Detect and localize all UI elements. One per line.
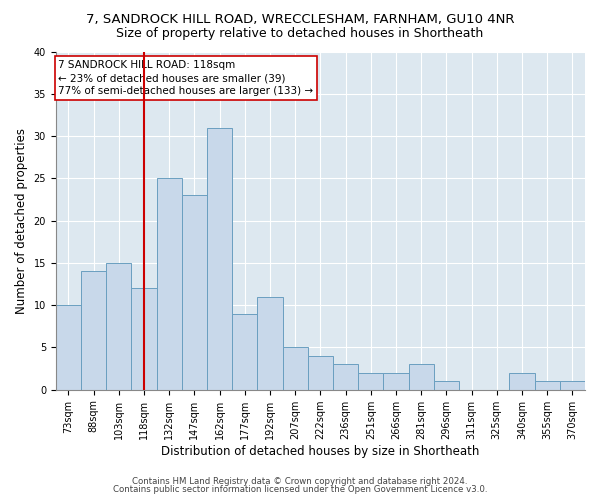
Bar (131, 288, 157, 390)
Bar (333, 364, 358, 390)
Text: 7, SANDROCK HILL ROAD, WRECCLESHAM, FARNHAM, GU10 4NR: 7, SANDROCK HILL ROAD, WRECCLESHAM, FARN… (86, 12, 514, 26)
Bar (383, 373, 409, 390)
Y-axis label: Number of detached properties: Number of detached properties (15, 128, 28, 314)
Bar (81, 272, 106, 390)
Bar (509, 373, 535, 390)
Bar (257, 296, 283, 390)
Bar (182, 195, 207, 390)
Bar (56, 305, 81, 390)
Bar (207, 128, 232, 390)
Bar (535, 382, 560, 390)
Bar (232, 314, 257, 390)
X-axis label: Distribution of detached houses by size in Shortheath: Distribution of detached houses by size … (161, 444, 479, 458)
Bar (434, 382, 459, 390)
Text: Size of property relative to detached houses in Shortheath: Size of property relative to detached ho… (116, 28, 484, 40)
Bar (560, 382, 585, 390)
Bar (283, 348, 308, 390)
Text: 7 SANDROCK HILL ROAD: 118sqm
← 23% of detached houses are smaller (39)
77% of se: 7 SANDROCK HILL ROAD: 118sqm ← 23% of de… (58, 60, 313, 96)
Text: Contains HM Land Registry data © Crown copyright and database right 2024.: Contains HM Land Registry data © Crown c… (132, 477, 468, 486)
Bar (308, 356, 333, 390)
Bar (157, 178, 182, 390)
Text: Contains public sector information licensed under the Open Government Licence v3: Contains public sector information licen… (113, 485, 487, 494)
Bar (358, 373, 383, 390)
Bar (106, 263, 131, 390)
Bar (409, 364, 434, 390)
